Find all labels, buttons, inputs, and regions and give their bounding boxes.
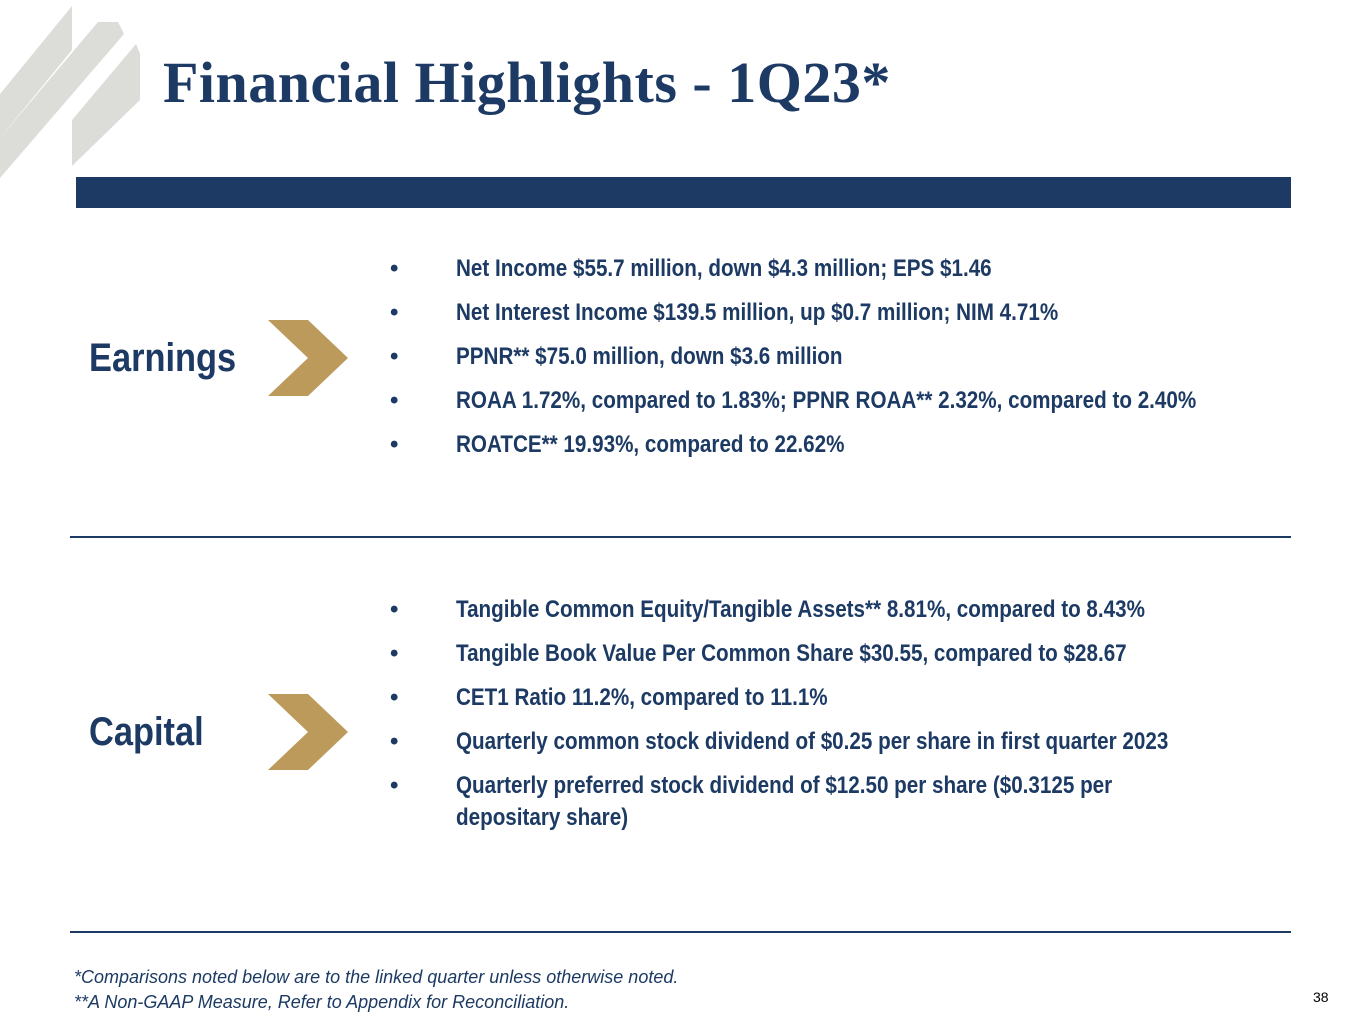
capital-bullet-list: • Tangible Common Equity/Tangible Assets*…	[386, 594, 1291, 846]
list-item: • ROATCE** 19.93%, compared to 22.62%	[390, 431, 845, 458]
section-divider	[70, 536, 1291, 538]
page-number: 38	[1313, 989, 1329, 1005]
section-label-capital: Capital	[89, 710, 204, 754]
footnote-non-gaap: **A Non-GAAP Measure, Refer to Appendix …	[74, 992, 570, 1012]
earnings-bullet-list: • Net Income $55.7 million, down $4.3 mil…	[386, 253, 1291, 473]
list-item: • Quarterly preferred stock dividend of $…	[390, 772, 1113, 831]
chevron-right-icon	[268, 694, 348, 770]
list-item: • PPNR** $75.0 million, down $3.6 million	[390, 343, 843, 370]
chevron-right-icon	[268, 320, 348, 396]
section-label-earnings: Earnings	[89, 336, 237, 380]
list-item: • Net Income $55.7 million, down $4.3 mil…	[390, 255, 992, 282]
list-item: • Tangible Book Value Per Common Share $3…	[390, 640, 1127, 667]
slide-title: Financial Highlights - 1Q23*	[163, 50, 891, 115]
section-divider	[70, 931, 1291, 933]
logo-stripes-icon	[0, 6, 140, 178]
list-item: • Tangible Common Equity/Tangible Assets*…	[390, 596, 1145, 623]
list-item: • CET1 Ratio 11.2%, compared to 11.1%	[390, 684, 828, 711]
footnote-comparison: *Comparisons noted below are to the link…	[74, 967, 679, 987]
list-item: • Net Interest Income $139.5 million, up …	[390, 299, 1059, 326]
list-item: • ROAA 1.72%, compared to 1.83%; PPNR ROA…	[390, 387, 1197, 414]
title-divider-bar	[76, 177, 1291, 208]
list-item: • Quarterly common stock dividend of $0.2…	[390, 728, 1169, 755]
